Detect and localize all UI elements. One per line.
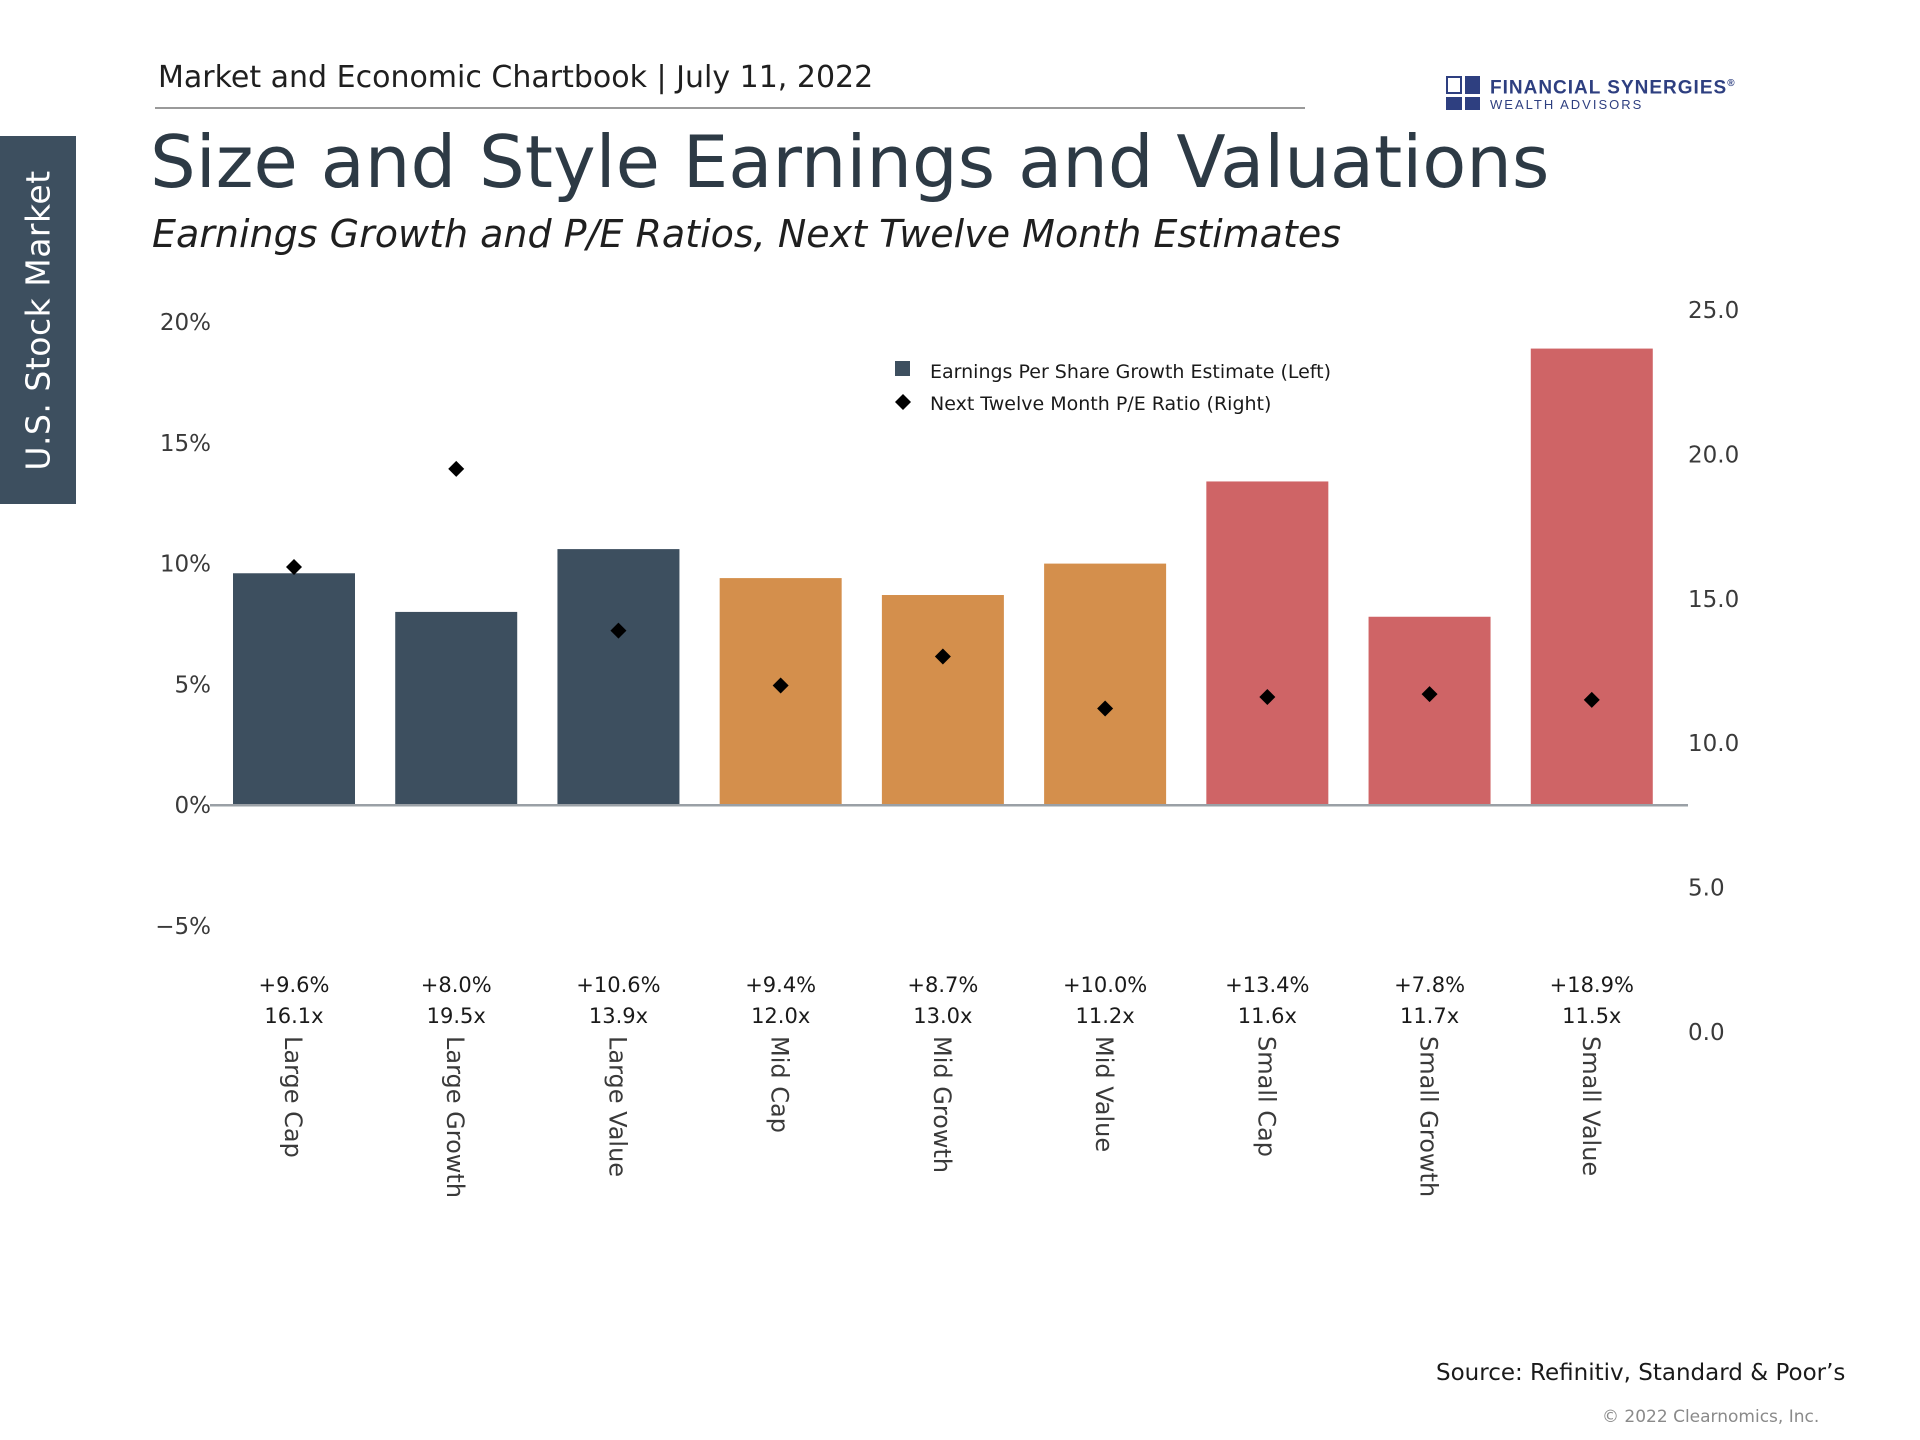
pe-ratio-data-label: 11.5x <box>1562 1004 1621 1028</box>
pe-ratio-marker <box>1097 700 1114 717</box>
eps-growth-data-label: +7.8% <box>1394 973 1465 997</box>
legend-entry-pe: Next Twelve Month P/E Ratio (Right) <box>930 393 1271 415</box>
logo-squares-icon <box>1446 76 1480 111</box>
bar-eps-growth <box>395 611 518 806</box>
pe-ratio-data-label: 13.9x <box>589 1004 648 1028</box>
left-axis-tick-label: 10% <box>160 552 211 578</box>
eps-growth-data-label: +10.6% <box>576 973 660 997</box>
right-axis-tick-label: 10.0 <box>1688 731 1739 757</box>
brand-logo: FINANCIAL SYNERGIES® WEALTH ADVISORS <box>1446 74 1736 112</box>
pe-ratio-marker <box>1583 691 1600 708</box>
right-axis-tick-label: 25.0 <box>1688 298 1739 324</box>
left-axis-tick-label: 20% <box>160 310 211 336</box>
copyright-note: © 2022 Clearnomics, Inc. <box>1602 1407 1820 1427</box>
category-label: Mid Growth <box>928 1036 956 1173</box>
pe-ratio-data-label: 11.2x <box>1076 1004 1135 1028</box>
eps-growth-data-label: +8.7% <box>907 973 978 997</box>
bar-eps-growth <box>1206 481 1329 806</box>
legend-entry-eps: Earnings Per Share Growth Estimate (Left… <box>930 361 1331 383</box>
pe-ratio-marker <box>772 677 789 694</box>
category-label: Small Value <box>1577 1036 1605 1176</box>
pe-ratio-data-label: 11.7x <box>1400 1004 1459 1028</box>
pe-ratio-data-label: 12.0x <box>751 1004 810 1028</box>
legend-marker-swatch <box>895 394 911 410</box>
pe-ratio-data-label: 11.6x <box>1238 1004 1297 1028</box>
logo-registered-mark: ® <box>1727 78 1736 89</box>
page-subtitle: Earnings Growth and P/E Ratios, Next Twe… <box>152 212 1342 256</box>
left-axis-tick-label: 0% <box>175 793 212 819</box>
eps-growth-data-label: +10.0% <box>1063 973 1147 997</box>
category-label: Small Growth <box>1415 1036 1443 1197</box>
pe-ratio-data-label: 19.5x <box>427 1004 486 1028</box>
right-axis-tick-label: 5.0 <box>1688 876 1725 902</box>
right-axis-tick-label: 15.0 <box>1688 587 1739 613</box>
eps-growth-data-label: +13.4% <box>1225 973 1309 997</box>
right-axis-tick-label: 20.0 <box>1688 442 1739 468</box>
legend-bar-swatch <box>895 361 910 376</box>
eps-growth-data-label: +9.4% <box>745 973 816 997</box>
bar-eps-growth <box>233 573 355 806</box>
pe-ratio-marker <box>934 648 951 665</box>
pe-ratio-data-label: 16.1x <box>264 1004 323 1028</box>
section-tab: U.S. Stock Market <box>0 136 76 504</box>
pe-ratio-marker <box>286 559 302 576</box>
category-label: Mid Value <box>1090 1036 1118 1152</box>
category-label: Large Cap <box>279 1036 307 1158</box>
right-axis-tick-label: 0.0 <box>1688 1020 1725 1046</box>
pe-ratio-marker <box>610 622 627 639</box>
pe-ratio-marker <box>1421 686 1438 703</box>
category-label: Small Cap <box>1252 1036 1280 1157</box>
eps-growth-data-label: +9.6% <box>259 973 330 997</box>
category-label: Large Value <box>603 1036 631 1177</box>
left-axis-tick-label: 15% <box>160 431 211 457</box>
source-note: Source: Refinitiv, Standard & Poor’s <box>1436 1360 1846 1386</box>
bar-eps-growth <box>1530 348 1653 806</box>
header-divider <box>155 107 1305 109</box>
category-label: Large Growth <box>441 1036 469 1198</box>
left-axis-tick-label: −5% <box>155 914 211 940</box>
pe-ratio-marker <box>448 460 465 477</box>
pe-ratio-marker <box>1259 688 1276 705</box>
bar-eps-growth <box>881 595 1004 806</box>
bar-eps-growth <box>1368 616 1491 806</box>
chartbook-header: Market and Economic Chartbook | July 11,… <box>158 60 874 95</box>
left-axis-tick-label: 5% <box>175 672 212 698</box>
page-title: Size and Style Earnings and Valuations <box>150 120 1550 204</box>
logo-name: FINANCIAL SYNERGIES <box>1490 77 1728 99</box>
bar-eps-growth <box>557 549 680 806</box>
eps-growth-data-label: +18.9% <box>1550 973 1634 997</box>
logo-tagline: WEALTH ADVISORS <box>1490 97 1644 113</box>
bar-eps-growth <box>1044 563 1167 806</box>
eps-growth-data-label: +8.0% <box>421 973 492 997</box>
category-label: Mid Cap <box>766 1036 794 1133</box>
pe-ratio-data-label: 13.0x <box>913 1004 972 1028</box>
